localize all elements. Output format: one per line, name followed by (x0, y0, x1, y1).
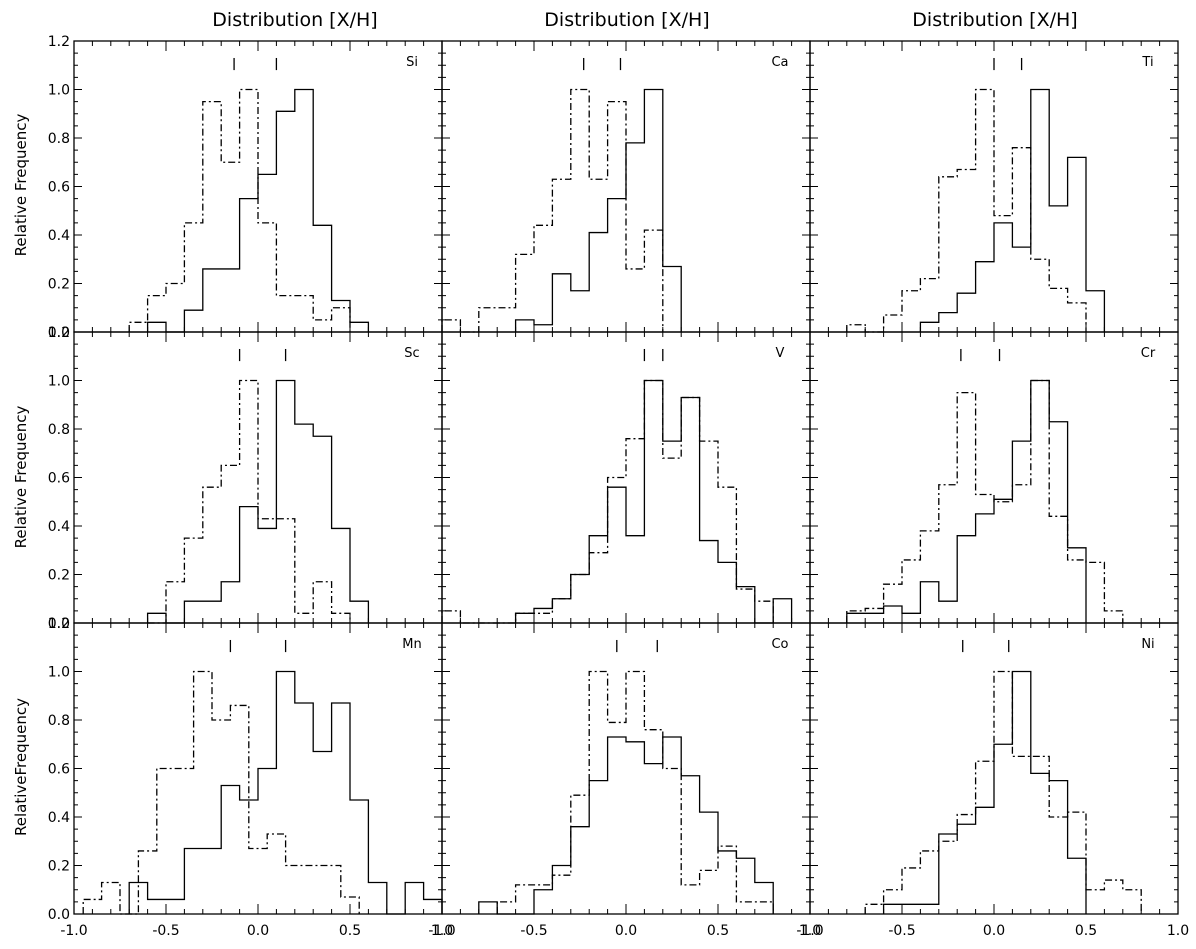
histogram-dash-dot (147, 379, 351, 624)
y-tick-label: 1.0 (48, 665, 70, 681)
row-ylabel-2: Relative Frequency (12, 406, 30, 549)
panel-frame (809, 331, 1179, 624)
histogram-solid (882, 670, 1087, 914)
y-tick-label: 1.2 (48, 325, 70, 341)
column-title-1: Distribution [X/H] (212, 9, 377, 31)
histogram-dash-dot (441, 379, 774, 624)
panel-co: -1.0 -0.5 0.0 0.5 1.0 Co (428, 622, 821, 939)
x-tick-label: 0.5 (1075, 923, 1097, 939)
x-tick-label: 0.5 (339, 923, 361, 939)
x-tick-label: -0.5 (888, 923, 915, 939)
histogram-solid (478, 736, 774, 915)
y-tick-label: 1.2 (48, 616, 70, 632)
panel-ni: -1.0 -0.5 0.0 0.5 1.0 Ni (796, 622, 1189, 939)
y-tick-label: 0.8 (48, 713, 70, 729)
histogram-dash-dot (128, 88, 351, 332)
panel-sc: 0.0 0.2 0.4 0.6 0.8 1.0 1.2 Sc (48, 325, 443, 632)
histogram-dash-dot (864, 670, 1142, 914)
x-tick-label: 1.0 (431, 923, 453, 939)
histogram-solid (514, 379, 793, 624)
histogram-dash-dot (846, 379, 1124, 623)
histogram-solid (919, 88, 1106, 332)
row-ylabel-3: RelativeFrequency (12, 698, 30, 836)
x-tick-label: 0.0 (247, 923, 269, 939)
x-tick-label: 1.0 (799, 923, 821, 939)
panel-si: 0.0 0.2 0.4 0.6 0.8 1.0 1.2 Si (48, 34, 443, 341)
panel-mn: 0.0 0.2 0.4 0.6 0.8 1.0 1.2 -1.0 -0.5 0.0 0.5 1.0 Mn (48, 616, 453, 939)
panel-v: V (441, 331, 811, 624)
y-tick-label: 1.2 (48, 34, 70, 50)
y-tick-label: 0.6 (48, 180, 70, 196)
y-tick-label: 1.0 (48, 83, 70, 99)
y-tick-label: 0.0 (48, 325, 70, 341)
panel-ti: Ti (809, 40, 1179, 333)
x-tick-label: -1.0 (796, 923, 823, 939)
column-title-2: Distribution [X/H] (544, 9, 709, 31)
panel-label: Cr (1141, 346, 1156, 361)
histogram-dash-dot (82, 670, 360, 915)
y-tick-label: 0.2 (48, 859, 70, 875)
y-tick-label: 0.4 (48, 228, 70, 244)
panel-label: Sc (404, 346, 419, 361)
y-tick-label: 1.0 (48, 374, 70, 390)
panel-frame (73, 331, 443, 624)
y-tick-label: 0.4 (48, 519, 70, 535)
panel-label: Ca (771, 55, 788, 70)
x-tick-label: -1.0 (428, 923, 455, 939)
panel-label: V (776, 346, 785, 361)
histogram-solid (146, 379, 370, 624)
panel-cr: Cr (809, 331, 1179, 624)
x-tick-label: -0.5 (152, 923, 179, 939)
y-tick-label: 0.2 (48, 568, 70, 584)
panel-label: Ni (1141, 637, 1154, 652)
y-tick-label: 0.2 (48, 277, 70, 293)
column-title-3: Distribution [X/H] (912, 9, 1077, 31)
histogram-solid (846, 379, 1087, 623)
x-tick-label: 1.0 (1167, 923, 1189, 939)
panel-ca: Ca (441, 40, 811, 333)
x-tick-label: -0.5 (520, 923, 547, 939)
panel-label: Ti (1141, 55, 1153, 70)
panel-label: Si (406, 55, 418, 70)
row-ylabel-1: Relative Frequency (12, 114, 30, 257)
histogram-solid (514, 88, 682, 332)
histogram-dash-dot (846, 88, 1087, 333)
x-tick-label: -1.0 (60, 923, 87, 939)
panel-label: Co (771, 637, 788, 652)
panel-label: Mn (402, 637, 421, 652)
histogram-dash-dot (496, 670, 774, 914)
y-tick-label: 0.0 (48, 907, 70, 923)
y-tick-label: 0.8 (48, 131, 70, 147)
y-tick-label: 0.6 (48, 762, 70, 778)
y-tick-label: 0.6 (48, 471, 70, 487)
x-tick-label: 0.0 (615, 923, 637, 939)
x-tick-label: 0.5 (707, 923, 729, 939)
x-tick-label: 0.0 (983, 923, 1005, 939)
panels-layer: 0.00.20.40.60.81.01.2Si Ca Ti0.00.20.40.60… (48, 34, 1189, 939)
y-tick-label: 0.8 (48, 422, 70, 438)
y-tick-label: 0.0 (48, 616, 70, 632)
panel-frame (441, 331, 811, 624)
histogram-solid (128, 670, 443, 915)
y-tick-label: 0.4 (48, 810, 70, 826)
